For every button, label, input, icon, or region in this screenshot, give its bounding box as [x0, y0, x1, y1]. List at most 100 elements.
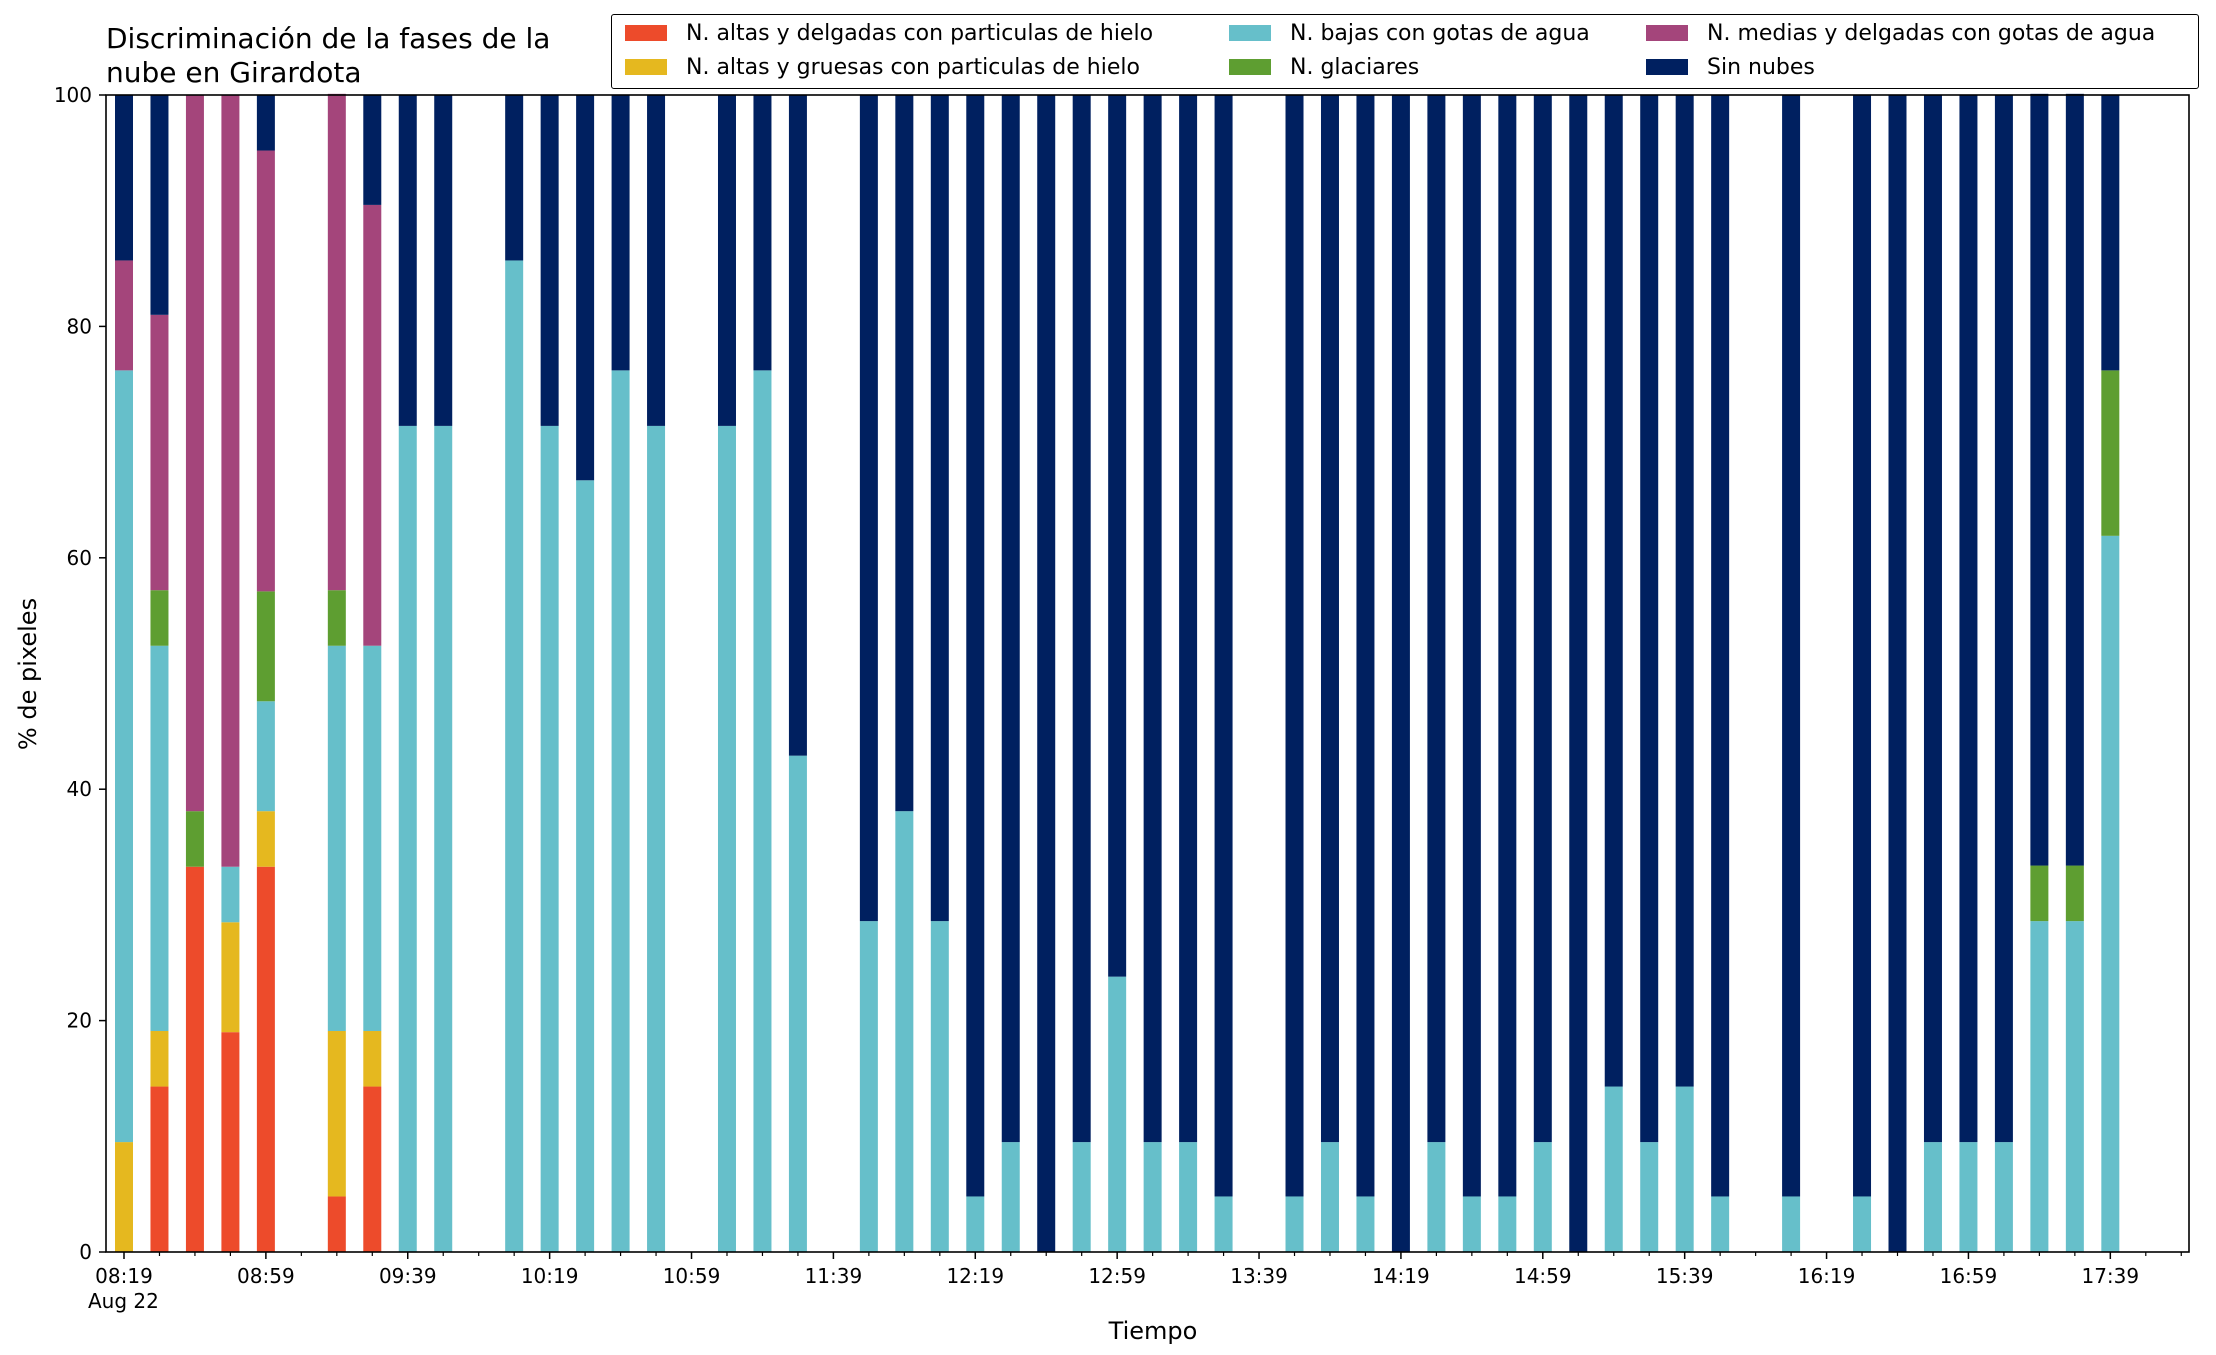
- bar-segment: [1462, 1196, 1481, 1252]
- bar-segment: [753, 95, 772, 371]
- bar-segment: [150, 1031, 169, 1087]
- bar-segment: [398, 425, 417, 1252]
- bar-segment: [2065, 865, 2084, 922]
- bar-segment: [1391, 95, 1410, 1252]
- bar-segment: [434, 425, 453, 1252]
- bar-segment: [185, 95, 204, 812]
- bar-segment: [1888, 95, 1907, 1252]
- bar-segment: [150, 314, 169, 591]
- y-tick-label: 80: [67, 314, 92, 338]
- legend: N. altas y delgadas con particulas de hi…: [611, 14, 2199, 89]
- bar-segment: [327, 1031, 346, 1197]
- bar-segment: [753, 370, 772, 1252]
- bar-segment: [1923, 95, 1942, 1143]
- y-tick-label: 20: [67, 1009, 92, 1033]
- x-tick-label: 08:59: [237, 1264, 295, 1288]
- x-tick-label: 15:39: [1656, 1264, 1714, 1288]
- bar-segment: [1285, 1196, 1304, 1252]
- bar-segment: [221, 922, 240, 1033]
- bar-segment: [966, 95, 985, 1197]
- bar-segment: [1214, 95, 1233, 1197]
- bar-segment: [1001, 95, 1020, 1143]
- bar-segment: [2065, 921, 2084, 1252]
- bar-segment: [647, 425, 666, 1252]
- bar-segment: [540, 425, 559, 1252]
- bar-segment: [2030, 93, 2049, 866]
- bar-segment: [540, 95, 559, 426]
- bar-segment: [327, 93, 346, 591]
- bar-segment: [221, 866, 240, 923]
- bar-segment: [1569, 95, 1588, 1252]
- legend-item: N. bajas con gotas de agua: [1229, 18, 1590, 48]
- legend-item: N. altas y gruesas con particulas de hie…: [625, 52, 1140, 82]
- legend-swatch: [1646, 59, 1688, 75]
- bar-segment: [363, 1031, 382, 1087]
- bar-segment: [1604, 1086, 1623, 1252]
- bar-segment: [221, 95, 240, 867]
- bar-segment: [1285, 95, 1304, 1197]
- bar-segment: [256, 811, 275, 867]
- x-tick-label: 10:19: [521, 1264, 579, 1288]
- bar-segment: [363, 204, 382, 646]
- y-tick-label: 0: [79, 1240, 92, 1264]
- bar-segment: [1462, 95, 1481, 1197]
- x-tick-label: 12:59: [1088, 1264, 1146, 1288]
- bar-segment: [2030, 921, 2049, 1252]
- bar-segment: [256, 866, 275, 1252]
- bar-segment: [398, 95, 417, 426]
- bar-segment: [2101, 370, 2120, 536]
- bar-segment: [966, 1196, 985, 1252]
- bar-segment: [1143, 95, 1162, 1143]
- bar-segment: [327, 645, 346, 1032]
- x-tick-label: 14:59: [1514, 1264, 1572, 1288]
- bar-segment: [1959, 95, 1978, 1143]
- bar-segment: [327, 590, 346, 646]
- bar-segment: [576, 480, 595, 1252]
- bar-segment: [1640, 95, 1659, 1143]
- plot-frame: [105, 94, 2190, 1253]
- bar-segment: [895, 811, 914, 1252]
- bar-segment: [788, 755, 807, 1252]
- x-tick-label: 16:59: [1940, 1264, 1998, 1288]
- bar-segment: [2101, 95, 2120, 371]
- bar-segment: [647, 95, 666, 426]
- bar-segment: [115, 260, 133, 371]
- legend-item: N. medias y delgadas con gotas de agua: [1646, 18, 2155, 48]
- bar-segment: [1072, 95, 1091, 1143]
- bar-segment: [1214, 1196, 1233, 1252]
- bar-segment: [434, 95, 453, 426]
- bar-segment: [1143, 1142, 1162, 1252]
- y-tick-label: 60: [67, 546, 92, 570]
- bar-segment: [1356, 1196, 1375, 1252]
- x-tick-label: 10:59: [663, 1264, 721, 1288]
- bars-layer: [115, 93, 2120, 1252]
- y-axis-label: % de pixeles: [14, 598, 42, 750]
- bar-segment: [185, 811, 204, 867]
- bar-segment: [1782, 95, 1801, 1197]
- bar-segment: [115, 370, 133, 1143]
- bar-segment: [1427, 1142, 1446, 1252]
- x-tick-sublabel: Aug 22: [88, 1289, 159, 1313]
- bar-segment: [1533, 1142, 1552, 1252]
- x-axis-label: Tiempo: [1108, 1317, 1198, 1345]
- bar-segment: [1108, 976, 1127, 1252]
- bar-segment: [505, 95, 524, 261]
- bar-segment: [1498, 95, 1517, 1197]
- bar-segment: [1853, 1196, 1872, 1252]
- legend-item: N. glaciares: [1229, 52, 1419, 82]
- x-tick-label: 14:19: [1372, 1264, 1430, 1288]
- bar-segment: [1923, 1142, 1942, 1252]
- bar-segment: [930, 95, 949, 922]
- bar-segment: [1001, 1142, 1020, 1252]
- bar-segment: [115, 1142, 133, 1252]
- bar-segment: [327, 1196, 346, 1252]
- bar-segment: [1427, 95, 1446, 1143]
- bar-segment: [1108, 95, 1127, 977]
- x-tick-label: 12:19: [946, 1264, 1004, 1288]
- bar-segment: [859, 95, 878, 922]
- legend-swatch: [1646, 25, 1688, 41]
- x-tick-label: 16:19: [1798, 1264, 1856, 1288]
- bar-segment: [256, 701, 275, 812]
- bar-segment: [1782, 1196, 1801, 1252]
